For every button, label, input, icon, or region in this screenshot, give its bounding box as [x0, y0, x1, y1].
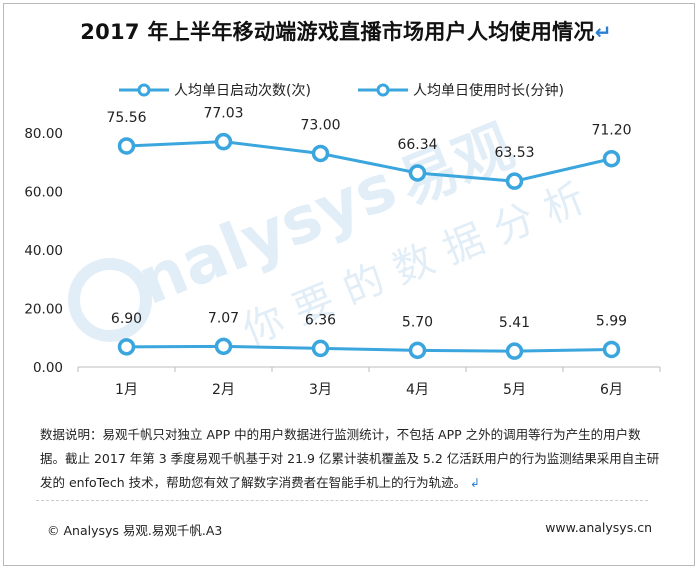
data-point — [505, 172, 524, 190]
x-tick-label: 1月 — [115, 382, 138, 398]
data-label: 71.20 — [591, 123, 631, 139]
note-return-icon: ↲ — [466, 476, 480, 490]
data-label: 77.03 — [203, 106, 243, 122]
chart-title-text: 2017 年上半年移动端游戏直播市场用户人均使用情况 — [80, 20, 595, 44]
legend-label-1: 人均单日使用时长(分钟) — [413, 82, 564, 99]
x-tick-label: 6月 — [600, 382, 623, 398]
data-point — [214, 337, 233, 356]
data-point — [505, 342, 524, 360]
data-point — [214, 132, 233, 151]
legend-marker-0 — [137, 83, 151, 97]
data-point — [117, 137, 136, 155]
footer-copyright: © Analysys 易观.易观千帆.A3 — [47, 523, 223, 538]
data-label: 73.00 — [300, 117, 340, 133]
return-icon: ↵ — [594, 20, 612, 44]
data-label: 75.56 — [106, 110, 146, 126]
series-line-1 — [126, 140, 612, 183]
data-note-text: 数据说明：易观千帆只对独立 APP 中的用户数据进行监测统计，不包括 APP 之… — [40, 427, 660, 490]
data-label: 66.34 — [397, 137, 437, 153]
y-tick-label: 60.00 — [24, 185, 63, 201]
data-point — [408, 341, 427, 360]
data-label: 7.07 — [208, 310, 239, 326]
data-point — [408, 164, 427, 182]
y-tick-label: 0.00 — [33, 360, 63, 376]
watermark-logo-ring — [68, 258, 152, 342]
data-point — [311, 339, 330, 358]
x-tick-label: 4月 — [406, 382, 429, 398]
line-chart: nalysys易观你要的数据分析0.0020.0040.0060.0080.00… — [24, 82, 661, 398]
data-point — [602, 340, 621, 359]
data-label: 5.41 — [499, 315, 530, 331]
data-note: 数据说明：易观千帆只对独立 APP 中的用户数据进行监测统计，不包括 APP 之… — [40, 423, 660, 495]
report-frame — [3, 3, 695, 566]
watermark-brand-cn: 易观 — [390, 111, 523, 218]
footer-website: www.analysys.cn — [545, 520, 652, 535]
x-tick-label: 5月 — [503, 382, 526, 398]
footer-divider — [36, 500, 648, 501]
data-point — [311, 144, 330, 163]
data-label: 5.99 — [596, 313, 627, 329]
x-tick-label: 3月 — [309, 382, 332, 398]
data-point — [602, 149, 621, 168]
data-label: 5.70 — [402, 314, 433, 330]
series-line-0 — [126, 344, 612, 353]
y-tick-label: 20.00 — [24, 302, 63, 318]
data-point — [117, 338, 136, 356]
legend-marker-1 — [376, 83, 390, 97]
x-tick-label: 2月 — [212, 382, 235, 398]
data-label: 6.90 — [111, 311, 142, 327]
y-tick-label: 40.00 — [24, 243, 63, 259]
chart-title: 2017 年上半年移动端游戏直播市场用户人均使用情况↵ — [0, 16, 692, 46]
y-tick-label: 80.00 — [24, 126, 63, 142]
data-label: 6.36 — [305, 312, 336, 328]
data-label: 63.53 — [494, 145, 534, 161]
legend-label-0: 人均单日启动次数(次) — [174, 83, 311, 99]
